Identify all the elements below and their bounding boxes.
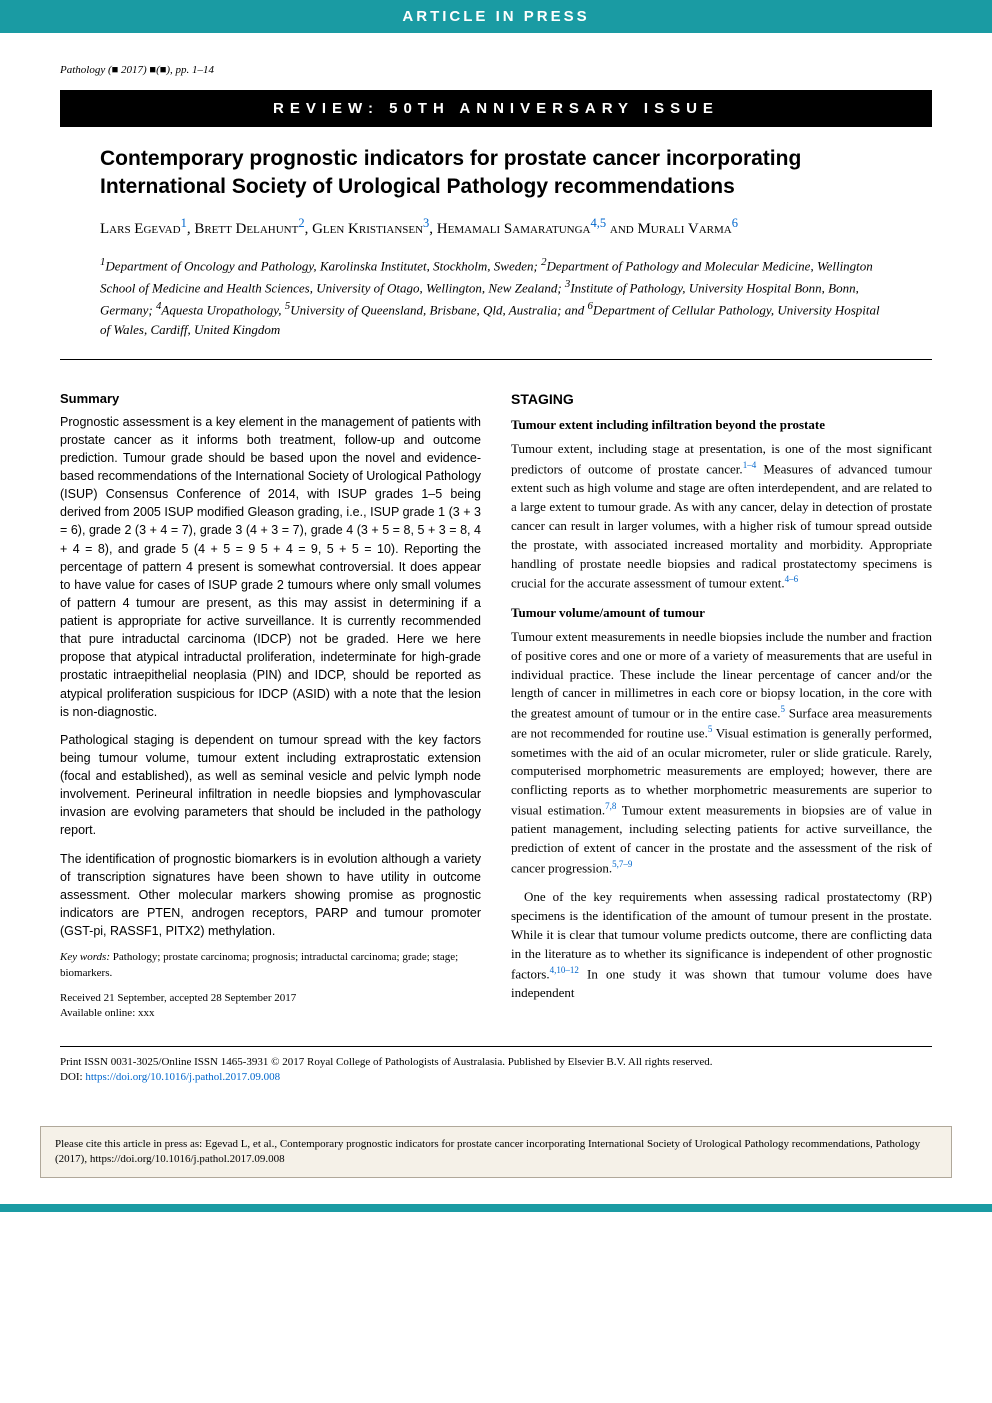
left-column: Summary Prognostic assessment is a key e… <box>60 390 481 1021</box>
dates: Received 21 September, accepted 28 Septe… <box>60 991 481 1022</box>
authors: Lars Egevad1, Brett Delahunt2, Glen Kris… <box>100 214 892 241</box>
summary-para-1: Prognostic assessment is a key element i… <box>60 413 481 721</box>
tumour-extent-heading: Tumour extent including infiltration bey… <box>511 416 932 434</box>
issn-copyright: Print ISSN 0031-3025/Online ISSN 1465-39… <box>60 1055 932 1070</box>
tumour-volume-heading: Tumour volume/amount of tumour <box>511 604 932 622</box>
keywords-text: Pathology; prostate carcinoma; prognosis… <box>60 951 458 978</box>
staging-heading: STAGING <box>511 390 932 410</box>
keywords: Key words: Pathology; prostate carcinoma… <box>60 950 481 981</box>
summary-para-3: The identification of prognostic biomark… <box>60 850 481 941</box>
summary-para-2: Pathological staging is dependent on tum… <box>60 731 481 840</box>
summary-heading: Summary <box>60 390 481 408</box>
review-banner: REVIEW: 50TH ANNIVERSARY ISSUE <box>60 90 932 127</box>
doi-link[interactable]: https://doi.org/10.1016/j.pathol.2017.09… <box>85 1071 280 1083</box>
available-online: Available online: xxx <box>60 1006 481 1021</box>
tumour-extent-para: Tumour extent, including stage at presen… <box>511 440 932 593</box>
keywords-label: Key words: <box>60 951 110 963</box>
affiliations: 1Department of Oncology and Pathology, K… <box>100 254 892 339</box>
citation-box: Please cite this article in press as: Eg… <box>40 1126 952 1179</box>
article-in-press-banner: ARTICLE IN PRESS <box>0 0 992 33</box>
two-column-layout: Summary Prognostic assessment is a key e… <box>60 390 932 1021</box>
tumour-volume-para-2: One of the key requirements when assessi… <box>511 888 932 1002</box>
bottom-teal-bar <box>0 1204 992 1212</box>
doi-line: DOI: https://doi.org/10.1016/j.pathol.20… <box>60 1070 932 1085</box>
article-title: Contemporary prognostic indicators for p… <box>100 145 892 200</box>
title-block: Contemporary prognostic indicators for p… <box>60 145 932 360</box>
doi-label: DOI: <box>60 1071 85 1083</box>
received-date: Received 21 September, accepted 28 Septe… <box>60 991 481 1006</box>
journal-reference: Pathology (■ 2017) ■(■), pp. 1–14 <box>60 63 932 78</box>
page-content: Pathology (■ 2017) ■(■), pp. 1–14 REVIEW… <box>0 33 992 1106</box>
right-column: STAGING Tumour extent including infiltra… <box>511 390 932 1021</box>
tumour-volume-para-1: Tumour extent measurements in needle bio… <box>511 628 932 878</box>
footer: Print ISSN 0031-3025/Online ISSN 1465-39… <box>60 1046 932 1086</box>
